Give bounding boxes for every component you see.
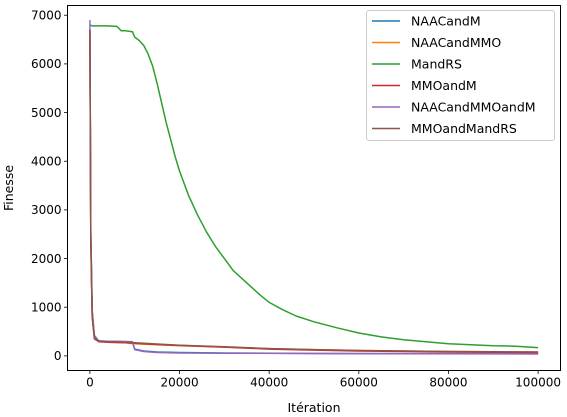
y-tick-label: 3000	[31, 203, 62, 217]
legend-box	[366, 10, 555, 141]
x-tick-label: 20000	[160, 376, 198, 390]
y-axis: 0 1000 2000 3000 4000 5000 6000 7000	[31, 9, 68, 363]
series-line-5	[89, 29, 539, 353]
y-axis-label: Finesse	[1, 165, 16, 211]
x-axis-label: Itération	[287, 400, 340, 415]
y-tick-label: 6000	[31, 57, 62, 71]
legend-label-1: NAACandMMO	[411, 35, 501, 50]
x-tick-label: 60000	[340, 376, 378, 390]
x-axis: 0 20000 40000 60000 80000 100000	[86, 370, 561, 390]
series-layer	[89, 20, 539, 355]
legend-label-3: MMOandM	[411, 78, 477, 93]
y-tick-label: 7000	[31, 9, 62, 23]
y-tick-label: 5000	[31, 106, 62, 120]
series-line-2	[89, 24, 539, 349]
legend: NAACandM NAACandMMO MandRS MMOandM NAACandMM…	[366, 10, 555, 141]
legend-items: NAACandM NAACandMMO MandRS MMOandM NAACandMM…	[372, 14, 536, 136]
y-tick-label: 1000	[31, 301, 62, 315]
x-tick-label: 40000	[250, 376, 288, 390]
legend-label-2: MandRS	[411, 57, 462, 72]
legend-label-5: MMOandMandRS	[411, 121, 517, 136]
legend-label-4: NAACandMMOandM	[411, 100, 536, 115]
legend-label-0: NAACandM	[411, 14, 481, 29]
x-tick-label: 100000	[515, 376, 561, 390]
y-tick-label: 4000	[31, 155, 62, 169]
x-tick-label: 80000	[429, 376, 467, 390]
x-tick-label: 0	[86, 376, 94, 390]
y-tick-label: 0	[54, 349, 62, 363]
plot-frame	[67, 5, 561, 371]
y-tick-label: 2000	[31, 252, 62, 266]
